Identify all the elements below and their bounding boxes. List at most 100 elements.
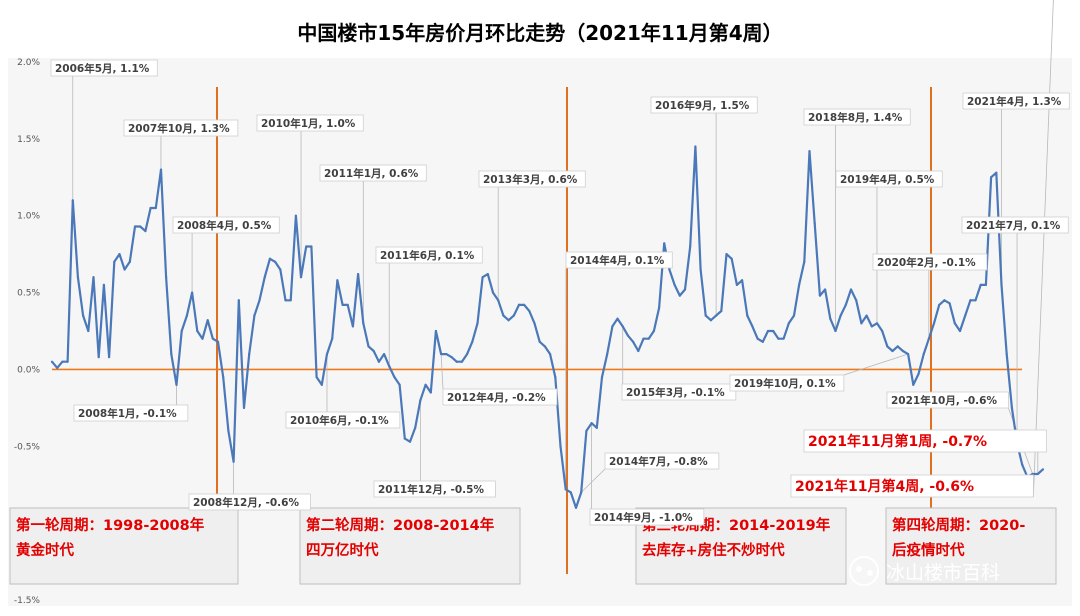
series-line-group xyxy=(50,145,1045,509)
data-point xyxy=(818,294,821,297)
data-point xyxy=(274,260,277,263)
data-point xyxy=(1021,463,1024,466)
data-point xyxy=(725,253,728,256)
callout-label: 2008年1月, -0.1% xyxy=(78,407,177,420)
data-point xyxy=(803,260,806,263)
data-point xyxy=(66,360,69,363)
data-point xyxy=(740,279,744,282)
data-point xyxy=(538,340,541,343)
data-point xyxy=(61,360,64,363)
data-point xyxy=(388,365,391,368)
callout-box xyxy=(803,429,1047,453)
data-point xyxy=(351,325,355,328)
data-point xyxy=(823,288,827,291)
data-point xyxy=(1036,472,1039,476)
data-point xyxy=(642,337,645,340)
callout-box xyxy=(188,493,311,511)
data-point xyxy=(777,337,780,340)
chart-title: 中国楼市15年房价月环比走势（2021年11月第4周） xyxy=(297,21,782,45)
callout-label: 2021年4月, 1.3% xyxy=(967,95,1062,108)
data-point xyxy=(268,257,272,260)
data-point xyxy=(891,349,894,353)
data-point xyxy=(180,329,183,333)
data-point xyxy=(242,406,246,409)
data-point xyxy=(881,329,884,333)
callout-leader xyxy=(580,468,606,493)
data-point xyxy=(704,314,707,317)
data-point xyxy=(657,306,661,310)
data-point xyxy=(611,325,614,328)
data-point xyxy=(305,245,308,248)
data-point xyxy=(979,283,982,286)
callout-box xyxy=(589,508,705,526)
data-point xyxy=(502,314,505,317)
data-point xyxy=(123,268,126,271)
data-point xyxy=(616,317,619,320)
callout-box xyxy=(650,96,758,114)
data-point xyxy=(595,426,598,429)
callout-box xyxy=(442,388,558,406)
data-point xyxy=(1005,352,1008,356)
data-point xyxy=(92,276,95,279)
watermark: 冰山楼市百科 xyxy=(849,556,1000,586)
data-point xyxy=(606,352,609,356)
callout-label: 2007年10月, 1.3% xyxy=(128,122,230,135)
callout-label: 2021年7月, 0.1% xyxy=(966,219,1061,232)
data-point xyxy=(901,349,905,353)
callout-label: 2014年4月, 0.1% xyxy=(570,254,665,267)
data-point xyxy=(839,314,842,317)
data-point xyxy=(585,429,588,433)
data-point xyxy=(165,276,168,279)
data-point xyxy=(564,488,567,491)
callout-label: 2008年4月, 0.5% xyxy=(177,219,272,232)
phase-subtitle: 黄金时代 xyxy=(16,541,74,559)
callout-box xyxy=(172,216,280,234)
data-point xyxy=(82,314,85,317)
y-tick-label: 1.0% xyxy=(17,212,40,222)
callout-label: 2011年12月, -0.5% xyxy=(378,483,484,496)
callout-label: 2011年6月, 0.1% xyxy=(380,249,475,262)
data-point xyxy=(471,340,474,343)
callout-box xyxy=(73,404,189,422)
data-point xyxy=(621,325,624,328)
data-point xyxy=(958,329,962,333)
callout-box xyxy=(729,374,845,392)
data-point xyxy=(149,206,152,210)
callout-box xyxy=(835,170,943,188)
data-point xyxy=(938,303,941,306)
data-point xyxy=(336,279,339,282)
callout-label: 2011年1月, 0.6% xyxy=(324,167,419,180)
data-point xyxy=(429,391,432,394)
data-point xyxy=(222,376,225,379)
data-point xyxy=(974,299,977,302)
callout-box xyxy=(478,170,586,188)
data-point xyxy=(294,214,297,217)
data-point xyxy=(237,299,240,302)
data-point xyxy=(896,345,899,348)
data-point xyxy=(50,360,54,363)
callout-box xyxy=(790,474,1034,498)
callout-label: 2014年9月, -1.0% xyxy=(594,511,693,524)
callout-label: 2021年11月第1周, -0.7% xyxy=(808,433,987,450)
data-point xyxy=(87,329,90,333)
data-point xyxy=(367,345,370,348)
callout-box xyxy=(50,59,158,77)
callout-label: 2015年3月, -0.1% xyxy=(626,386,725,399)
data-point xyxy=(154,206,157,210)
data-point xyxy=(258,299,261,302)
data-point xyxy=(284,299,287,302)
callout-box xyxy=(373,480,496,498)
data-point xyxy=(201,337,204,340)
y-tick-label: 1.5% xyxy=(17,135,40,145)
data-point xyxy=(216,340,220,343)
phase-subtitle: 去库存+房住不炒时代 xyxy=(642,541,785,559)
data-point xyxy=(855,299,858,302)
watermark-logo-dot xyxy=(867,570,873,576)
data-point xyxy=(403,437,406,440)
callout-box xyxy=(319,164,427,182)
data-point xyxy=(694,145,697,148)
data-point xyxy=(190,291,194,294)
data-point xyxy=(580,491,583,494)
data-point xyxy=(159,168,163,171)
